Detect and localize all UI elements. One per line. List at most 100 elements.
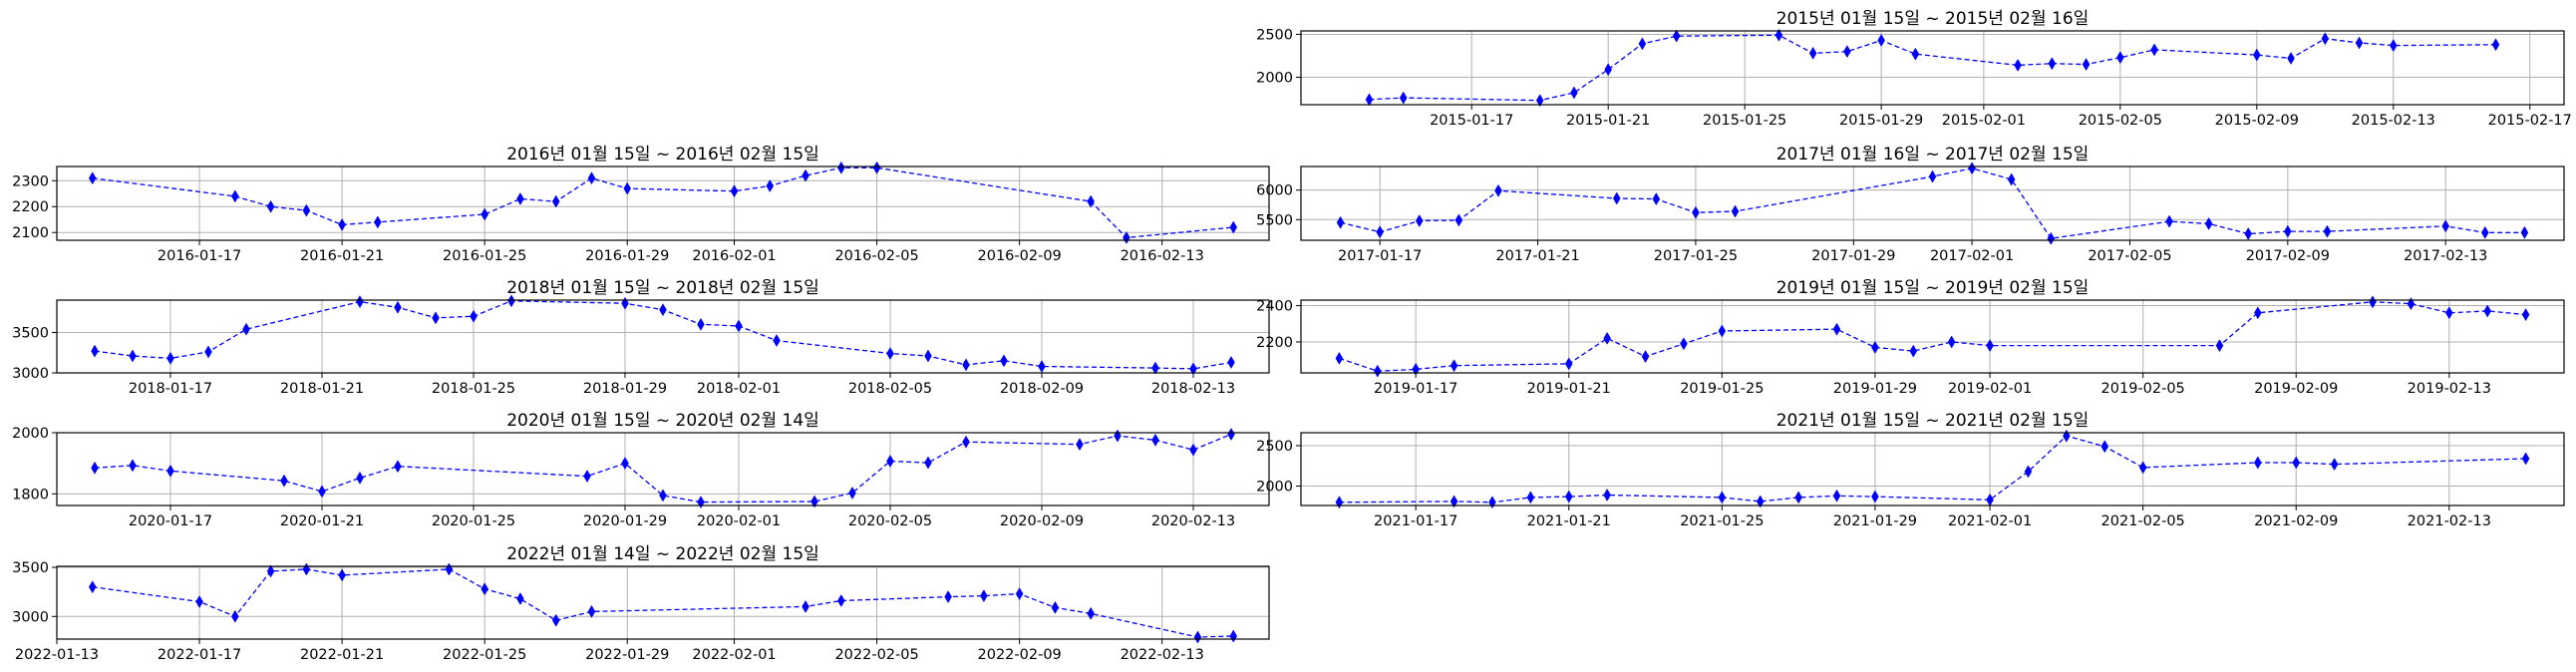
- data-point: [1911, 47, 1920, 61]
- y-tick-label: 2300: [12, 173, 49, 189]
- plot-frame: [56, 432, 1270, 506]
- data-point: [2323, 224, 2332, 238]
- data-point: [1603, 331, 1611, 345]
- data-point: [1526, 491, 1535, 504]
- data-point: [2244, 226, 2253, 240]
- plot-frame: [56, 166, 1270, 241]
- data-point: [1336, 215, 1345, 229]
- x-tick-label: 2015-02-01: [1942, 113, 2026, 129]
- x-tick-label: 2015-01-25: [1703, 113, 1786, 129]
- x-tick-label: 2015-01-21: [1566, 113, 1650, 129]
- data-point: [1603, 488, 1611, 502]
- x-tick-label: 2017-02-09: [2246, 248, 2330, 264]
- data-point: [1718, 324, 1727, 338]
- x-tick-label: 2016-02-01: [692, 248, 776, 264]
- data-point: [91, 461, 99, 475]
- data-point: [302, 203, 311, 217]
- y-tick-label: 1800: [12, 487, 49, 503]
- chart-panel: 2016-01-17 2016-01-21 2016-01-25 2016-01-29…: [12, 145, 1270, 264]
- data-point: [318, 485, 326, 499]
- data-point: [735, 319, 743, 333]
- chart-panel: 2020-01-17 2020-01-21 2020-01-25 2020-01-29…: [12, 411, 1270, 529]
- data-point: [507, 294, 515, 308]
- x-tick-label: 2020-02-01: [697, 513, 781, 529]
- x-tick-label: 2015-02-05: [2079, 113, 2162, 129]
- data-point: [356, 295, 364, 309]
- data-point: [1189, 443, 1197, 457]
- x-tick-label: 2016-02-13: [1121, 248, 1204, 264]
- data-point: [481, 207, 488, 221]
- x-tick-label: 2019-01-17: [1374, 381, 1457, 397]
- plot-frame: [1300, 299, 2565, 374]
- x-tick-label: 2022-01-29: [585, 647, 669, 663]
- x-tick-label: 2016-02-05: [834, 248, 918, 264]
- data-point: [88, 171, 97, 185]
- data-point: [432, 311, 440, 325]
- data-point: [129, 459, 137, 473]
- x-tick-label: 2019-02-05: [2101, 381, 2185, 397]
- plot-frame: [1300, 30, 2565, 106]
- series-line: [1339, 301, 2526, 372]
- data-point: [2047, 231, 2056, 245]
- data-point: [1015, 587, 1024, 601]
- data-point: [1494, 183, 1502, 197]
- data-point: [166, 351, 174, 365]
- plot-frame: [1300, 166, 2565, 241]
- data-point: [2481, 225, 2489, 239]
- data-point: [623, 181, 632, 195]
- data-point: [773, 334, 781, 348]
- data-point: [2215, 339, 2224, 353]
- y-tick-label: 6000: [1256, 183, 1293, 199]
- chart-title: 2015년 01월 15일 ~ 2015년 02월 16일: [1776, 9, 2090, 29]
- data-point: [242, 322, 250, 336]
- y-tick-label: 2500: [1256, 439, 1293, 455]
- x-tick-label: 2022-02-05: [834, 647, 918, 663]
- data-point: [280, 474, 288, 488]
- data-point: [2491, 38, 2500, 52]
- data-point: [266, 564, 275, 578]
- data-point: [2100, 440, 2109, 454]
- y-tick-label: 2200: [12, 199, 49, 215]
- data-point: [338, 217, 346, 231]
- data-point: [1415, 213, 1424, 227]
- series-line: [92, 568, 1234, 638]
- data-point: [2520, 225, 2529, 239]
- data-point: [980, 589, 988, 603]
- x-tick-label: 2020-02-05: [848, 513, 932, 529]
- x-tick-label: 2022-02-01: [692, 647, 776, 663]
- data-point: [587, 171, 596, 185]
- x-tick-label: 2017-02-05: [2088, 248, 2171, 264]
- x-tick-label: 2020-02-09: [1000, 513, 1084, 529]
- x-tick-label: 2017-02-13: [2404, 248, 2487, 264]
- data-point: [166, 464, 174, 478]
- x-tick-label: 2019-02-01: [1948, 381, 2032, 397]
- data-point: [470, 309, 478, 323]
- x-tick-label: 2019-01-29: [1833, 381, 1917, 397]
- chart-panel: 2022-01-13 2022-01-17 2022-01-21 2022-01-25…: [12, 544, 1270, 663]
- data-point: [2521, 308, 2530, 322]
- y-tick-label: 3000: [12, 366, 49, 382]
- data-point: [231, 609, 239, 623]
- chart-panel: 2017-01-17 2017-01-21 2017-01-25 2017-01-29…: [1256, 145, 2565, 264]
- data-point: [2014, 58, 2022, 72]
- data-point: [2284, 224, 2292, 238]
- data-point: [1564, 357, 1573, 371]
- data-point: [1986, 339, 1994, 353]
- y-tick-label: 2000: [1256, 480, 1293, 496]
- data-point: [2321, 32, 2330, 46]
- x-tick-label: 2018-01-21: [280, 381, 364, 397]
- chart-title: 2021년 01월 15일 ~ 2021년 02월 15일: [1776, 411, 2090, 431]
- data-point: [1928, 169, 1937, 183]
- x-tick-label: 2022-01-21: [300, 647, 384, 663]
- data-point: [1832, 489, 1841, 503]
- data-point: [2445, 306, 2453, 320]
- x-tick-label: 2019-02-13: [2408, 381, 2491, 397]
- x-tick-label: 2018-02-09: [1000, 381, 1084, 397]
- data-point: [1229, 220, 1238, 234]
- x-tick-label: 2021-01-29: [1833, 513, 1917, 529]
- data-point: [1227, 355, 1235, 369]
- data-point: [697, 317, 705, 331]
- chart-title: 2017년 01월 16일 ~ 2017년 02월 15일: [1776, 145, 2090, 165]
- data-point: [1051, 600, 1060, 614]
- data-point: [195, 595, 203, 609]
